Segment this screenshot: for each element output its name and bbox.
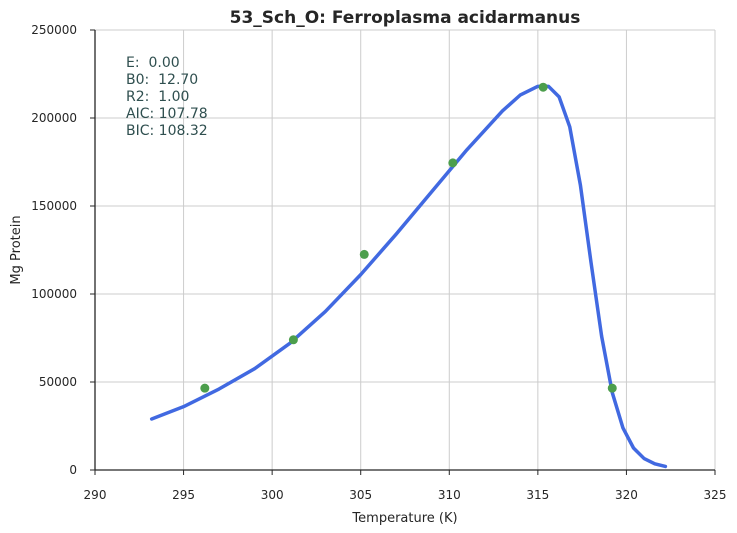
y-tick-label: 0	[69, 463, 77, 477]
data-point	[288, 335, 298, 345]
x-tick-label: 305	[349, 488, 372, 502]
chart-title: 53_Sch_O: Ferroplasma acidarmanus	[230, 8, 581, 28]
y-tick-label: 250000	[31, 23, 77, 37]
data-point	[607, 383, 617, 393]
x-tick-label: 320	[615, 488, 638, 502]
data-point	[448, 158, 458, 168]
data-point	[359, 249, 369, 259]
y-tick-label: 150000	[31, 199, 77, 213]
stat-e: E: 0.00	[126, 55, 180, 71]
grid	[95, 29, 716, 470]
x-tick-label: 295	[172, 488, 195, 502]
x-tick-label: 290	[84, 488, 107, 502]
axes	[94, 30, 715, 471]
y-tick-label: 200000	[31, 111, 77, 125]
stats-annotation: E: 0.00 B0: 12.70 R2: 1.00 AIC: 107.78 B…	[126, 55, 208, 139]
x-tick-label: 300	[261, 488, 284, 502]
y-tick-label: 100000	[31, 287, 77, 301]
stat-b0: B0: 12.70	[126, 72, 198, 88]
stat-r2: R2: 1.00	[126, 89, 189, 105]
fit-curve-line	[149, 84, 668, 469]
data-point	[538, 82, 548, 92]
y-tick-label: 50000	[39, 375, 77, 389]
y-axis-label: Mg Protein	[9, 215, 24, 284]
x-tick-label: 325	[704, 488, 727, 502]
stat-aic: AIC: 107.78	[126, 106, 208, 122]
data-points	[200, 82, 617, 393]
fit-curve	[149, 84, 668, 469]
x-tick-label: 310	[438, 488, 461, 502]
stat-bic: BIC: 108.32	[126, 123, 208, 139]
x-axis-label: Temperature (K)	[351, 511, 457, 526]
x-tick-label: 315	[526, 488, 549, 502]
ticks: 290 295 300 305 310 315 320 325 0 50000 100000 1500…	[31, 23, 726, 502]
data-point	[200, 383, 210, 393]
